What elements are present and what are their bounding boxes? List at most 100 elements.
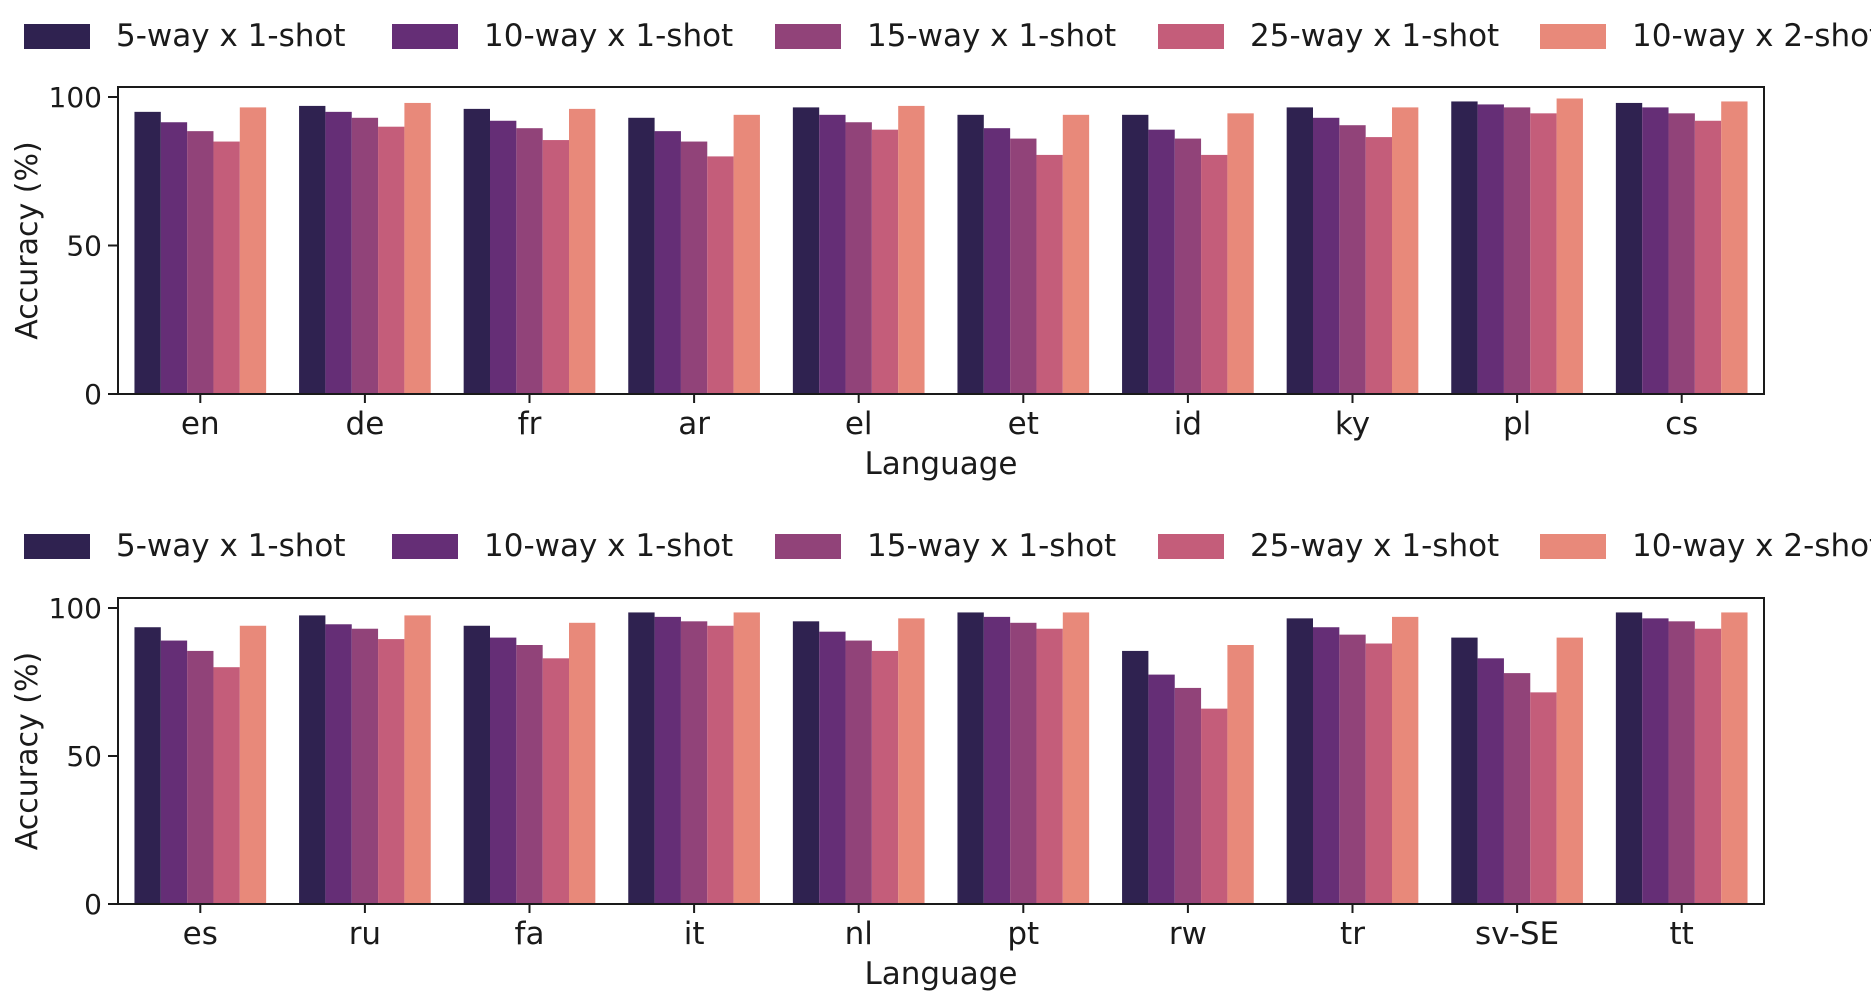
bar	[325, 624, 352, 904]
legend: 5-way x 1-shot 10-way x 1-shot 15-way x 1-…	[24, 528, 1871, 564]
legend-swatch	[1158, 24, 1224, 49]
bar	[871, 650, 899, 904]
x-tick-label: es	[183, 916, 218, 952]
bar	[1148, 129, 1175, 395]
bar	[1148, 674, 1175, 904]
bar	[1556, 637, 1583, 904]
x-tick-label: rw	[1169, 916, 1207, 952]
bar	[983, 128, 1011, 394]
x-tick-label: ru	[349, 916, 381, 952]
x-tick-label: id	[1174, 406, 1202, 442]
bar	[1721, 101, 1748, 394]
bars	[134, 612, 1748, 904]
bar	[1668, 113, 1695, 394]
bar	[1451, 101, 1478, 394]
bar	[1530, 692, 1557, 904]
bar	[1286, 107, 1313, 394]
bar	[1010, 622, 1037, 904]
bar	[1286, 618, 1313, 904]
bar	[1227, 645, 1254, 904]
bar	[1313, 627, 1340, 904]
bar	[542, 140, 570, 394]
y-tick-label: 100	[49, 81, 102, 114]
bar	[898, 105, 925, 394]
bar	[1036, 628, 1063, 904]
legend-swatch	[1540, 24, 1606, 49]
y-tick-label: 0	[84, 378, 102, 411]
bar	[1392, 107, 1419, 394]
bar	[1122, 650, 1149, 904]
bar	[819, 114, 846, 394]
bar	[1227, 113, 1254, 394]
legend-label: 10-way x 2-shot	[1632, 18, 1871, 54]
bar	[134, 111, 161, 394]
x-tick-label: en	[181, 406, 220, 442]
x-tick-label: fr	[518, 406, 542, 442]
x-tick-label: nl	[845, 916, 873, 952]
bar	[1694, 120, 1722, 394]
bar	[628, 612, 655, 904]
bar	[1642, 618, 1669, 904]
bar	[680, 141, 708, 394]
bar	[1174, 687, 1202, 904]
legend-label: 15-way x 1-shot	[867, 528, 1116, 564]
y-tick-label: 50	[66, 740, 102, 773]
x-tick-label: de	[346, 406, 385, 442]
bar	[239, 625, 267, 904]
bar	[1477, 658, 1504, 904]
x-tick-label: ky	[1335, 406, 1370, 442]
legend-label: 25-way x 1-shot	[1250, 18, 1499, 54]
legend-swatch	[392, 24, 458, 49]
bar	[680, 621, 708, 904]
legend-label: 10-way x 1-shot	[484, 18, 733, 54]
bar	[1174, 138, 1202, 394]
y-tick-label: 50	[66, 230, 102, 263]
bar	[819, 631, 846, 904]
bar	[1477, 104, 1504, 395]
x-tick-label: tr	[1340, 916, 1365, 952]
x-tick-label: ar	[678, 406, 710, 442]
bar	[983, 616, 1011, 904]
bar	[654, 131, 681, 394]
bar	[378, 126, 405, 394]
bar	[299, 615, 326, 904]
plot-frame	[117, 86, 1765, 395]
legend-swatch	[392, 534, 458, 559]
bar	[1339, 634, 1366, 904]
bar	[1365, 137, 1393, 394]
bar	[871, 129, 899, 395]
x-tick-label: tt	[1670, 916, 1694, 952]
bar	[1451, 637, 1478, 904]
bar	[1392, 616, 1419, 904]
bar	[1694, 628, 1722, 904]
bar	[463, 108, 490, 394]
bar	[1503, 673, 1531, 904]
bar	[733, 114, 760, 394]
legend-label: 10-way x 1-shot	[484, 528, 733, 564]
bar	[1642, 107, 1669, 394]
legend-swatch	[775, 24, 841, 49]
y-axis-label: Accuracy (%)	[10, 652, 45, 850]
bar	[733, 612, 760, 904]
chart-panel-1: 5-way x 1-shot 10-way x 1-shot 15-way x 1-…	[10, 18, 1871, 482]
bar	[213, 141, 240, 394]
bars	[134, 98, 1748, 395]
bar	[378, 639, 405, 904]
x-tick-label: pl	[1503, 406, 1531, 442]
bar	[1062, 612, 1090, 904]
bar	[1615, 102, 1643, 394]
bar	[1201, 154, 1228, 394]
bar	[325, 111, 352, 394]
bar	[299, 105, 326, 394]
bar	[1010, 138, 1037, 394]
bar	[654, 616, 681, 904]
bar	[707, 625, 734, 904]
x-tick-label: fa	[515, 916, 545, 952]
bar	[516, 645, 543, 904]
bar	[1615, 612, 1643, 904]
chart-panel-2: 5-way x 1-shot 10-way x 1-shot 15-way x 1-…	[10, 528, 1871, 992]
bar	[1668, 621, 1695, 904]
x-tick-label: sv-SE	[1475, 916, 1559, 952]
bar	[160, 640, 188, 904]
legend-swatch	[1158, 534, 1224, 559]
